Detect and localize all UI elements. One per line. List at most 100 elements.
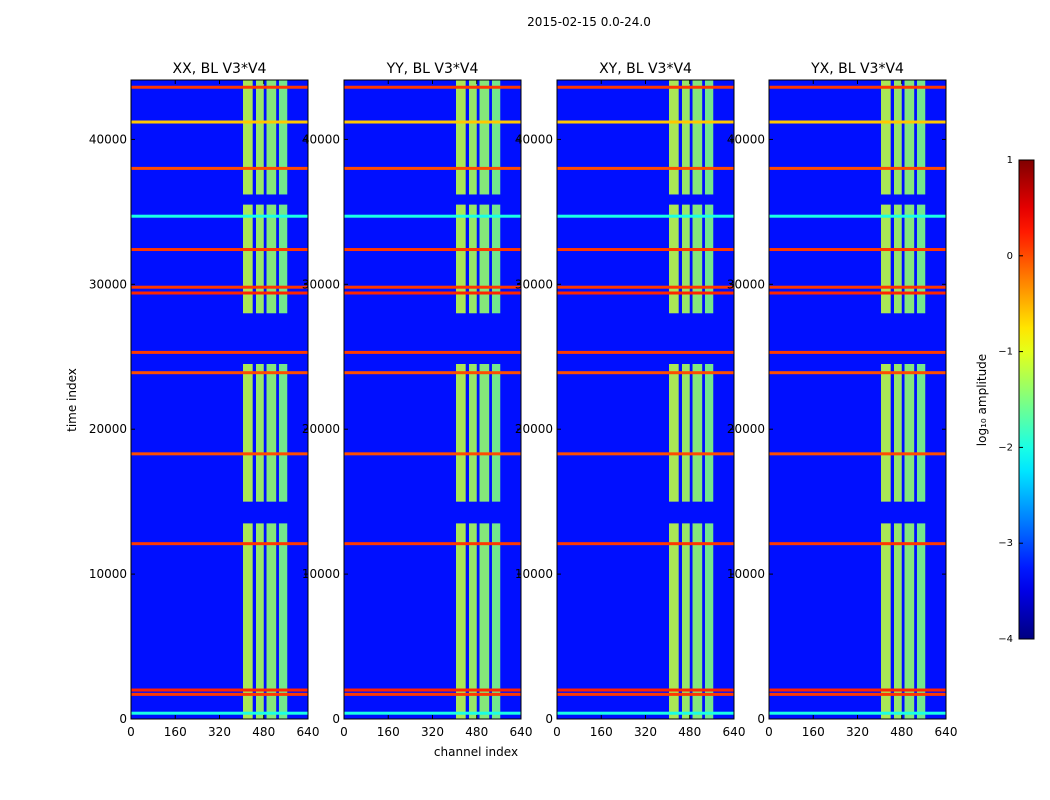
y-tick-label: 10000 — [302, 567, 340, 581]
time-row — [131, 166, 308, 170]
colorbar-tick-label: 1 — [1007, 155, 1013, 166]
colorbar-tick-label: −4 — [998, 634, 1013, 645]
x-tick-label: 480 — [678, 725, 701, 739]
channel-band — [256, 523, 264, 719]
channel-band — [256, 204, 264, 314]
x-tick-label: 480 — [465, 725, 488, 739]
channel-band — [491, 80, 501, 195]
time-row — [769, 688, 946, 692]
y-axis-label: time index — [65, 368, 79, 432]
channel-band — [256, 80, 264, 195]
time-row — [344, 248, 521, 252]
channel-band — [692, 80, 703, 195]
time-row — [131, 214, 308, 218]
channel-band — [692, 204, 703, 314]
y-tick-label: 30000 — [89, 277, 127, 291]
channel-band — [456, 523, 466, 719]
time-row — [557, 692, 734, 696]
time-row — [131, 85, 308, 89]
time-row — [131, 688, 308, 692]
channel-band — [881, 204, 891, 314]
time-row — [557, 85, 734, 89]
channel-band — [278, 80, 288, 195]
channel-band — [469, 204, 477, 314]
x-tick-label: 320 — [846, 725, 869, 739]
time-row — [344, 166, 521, 170]
channel-band — [256, 364, 264, 502]
time-row — [344, 350, 521, 354]
x-tick-label: 320 — [421, 725, 444, 739]
time-row — [769, 214, 946, 218]
time-row — [344, 692, 521, 696]
channel-band — [904, 523, 915, 719]
colorbar-gradient — [1018, 159, 1035, 640]
channel-band — [278, 204, 288, 314]
channel-band — [894, 523, 902, 719]
time-row — [344, 214, 521, 218]
y-tick-label: 40000 — [515, 132, 553, 146]
time-row — [557, 285, 734, 289]
y-tick-label: 40000 — [727, 132, 765, 146]
channel-band — [881, 523, 891, 719]
panel-background — [557, 80, 734, 719]
channel-band — [479, 80, 490, 195]
panel-xy: XY, BL V3*V4 0 160 320 480 640 0 10000 20000 3000… — [515, 61, 746, 739]
channel-band — [894, 364, 902, 502]
x-tick-label: 160 — [590, 725, 613, 739]
time-row — [557, 214, 734, 218]
channel-band — [682, 204, 690, 314]
time-row — [557, 291, 734, 295]
channel-band — [266, 364, 277, 502]
time-row — [344, 371, 521, 375]
time-row — [131, 542, 308, 546]
channel-band — [881, 364, 891, 502]
x-tick-label: 160 — [164, 725, 187, 739]
y-tick-label: 30000 — [515, 277, 553, 291]
x-tick-label: 640 — [723, 725, 746, 739]
time-row — [344, 85, 521, 89]
channel-band — [704, 204, 714, 314]
colorbar-label: log₁₀ amplitude — [975, 354, 989, 446]
panel-yy: YY, BL V3*V4 0 160 320 480 640 0 10000 20000 3000… — [302, 61, 533, 739]
channel-band — [669, 523, 679, 719]
time-row — [769, 285, 946, 289]
colorbar-tick-label: −2 — [998, 442, 1013, 453]
channel-band — [704, 523, 714, 719]
panel-background — [131, 80, 308, 719]
colorbar-tick-label: −1 — [998, 347, 1013, 358]
figure-suptitle: 2015-02-15 0.0-24.0 — [527, 15, 651, 29]
x-tick-label: 0 — [765, 725, 773, 739]
time-row — [769, 371, 946, 375]
channel-band — [904, 80, 915, 195]
x-tick-label: 0 — [340, 725, 348, 739]
channel-band — [704, 80, 714, 195]
y-tick-label: 20000 — [302, 422, 340, 436]
colorbar: −4 −3 −2 −1 0 1 log₁₀ amplitude — [975, 155, 1035, 645]
channel-band — [243, 523, 253, 719]
channel-band — [692, 364, 703, 502]
x-tick-label: 320 — [208, 725, 231, 739]
channel-band — [266, 204, 277, 314]
channel-band — [916, 80, 926, 195]
time-row — [769, 85, 946, 89]
channel-band — [456, 204, 466, 314]
channel-band — [682, 80, 690, 195]
channel-band — [904, 204, 915, 314]
time-row — [131, 120, 308, 124]
time-row — [769, 542, 946, 546]
x-tick-label: 160 — [377, 725, 400, 739]
panel-background — [769, 80, 946, 719]
time-row — [769, 291, 946, 295]
time-row — [131, 291, 308, 295]
channel-band — [469, 523, 477, 719]
time-row — [769, 452, 946, 456]
channel-band — [243, 204, 253, 314]
y-tick-label: 30000 — [727, 277, 765, 291]
time-row — [557, 350, 734, 354]
x-tick-label: 640 — [297, 725, 320, 739]
time-row — [769, 711, 946, 715]
time-row — [557, 248, 734, 252]
channel-band — [266, 80, 277, 195]
time-row — [131, 692, 308, 696]
